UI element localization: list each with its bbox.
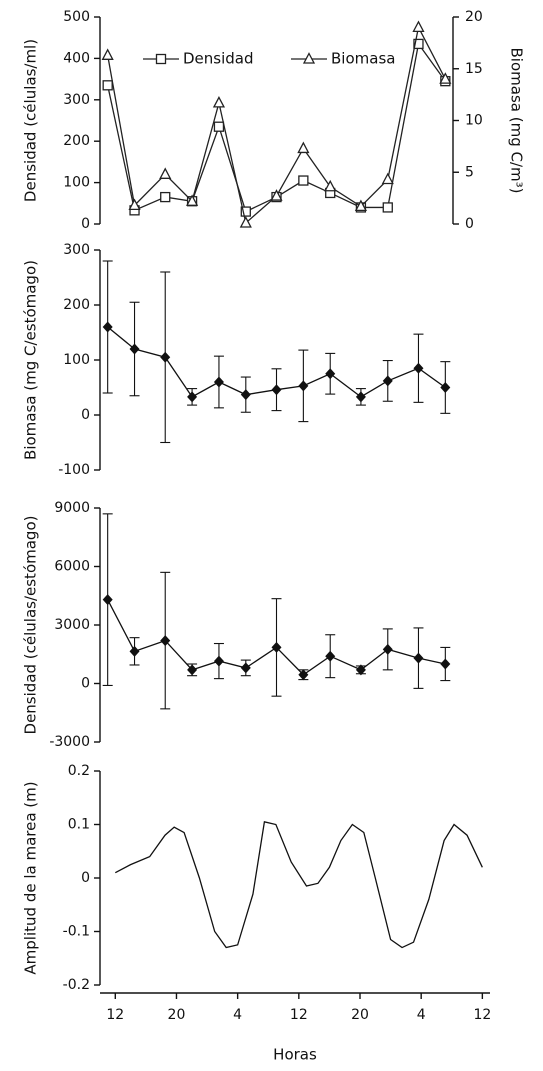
marker (381, 172, 394, 185)
y-tick-label: 200 (63, 133, 90, 149)
y-tick-label: 100 (63, 175, 90, 191)
marker (102, 594, 113, 606)
y2-tick-label: 5 (465, 164, 474, 180)
y2-tick-label: 15 (465, 61, 483, 77)
y-tick-label: 400 (63, 50, 90, 66)
marker (382, 643, 393, 655)
marker (239, 216, 252, 228)
marker (213, 655, 224, 667)
y-tick-label: 6000 (54, 559, 90, 575)
y-tick-label: -0.2 (63, 977, 90, 993)
series-line (114, 821, 483, 949)
marker (440, 658, 451, 670)
marker (412, 20, 425, 32)
marker (355, 391, 366, 403)
y-tick-label: 200 (63, 297, 90, 313)
marker (102, 321, 113, 333)
x-tick-label: 4 (233, 1007, 242, 1023)
marker (270, 189, 283, 201)
marker (212, 96, 226, 108)
marker (187, 391, 198, 403)
x-tick-label: 4 (417, 1007, 426, 1023)
y2-tick-label: 20 (465, 9, 483, 25)
y-axis-title: Biomasa (mg C/estómago) (22, 260, 40, 460)
marker (159, 167, 172, 179)
y-tick-label: -100 (58, 462, 90, 478)
marker (297, 141, 310, 154)
y-tick-label: 100 (63, 352, 90, 368)
y-tick-label: 9000 (54, 500, 90, 516)
marker (129, 343, 140, 355)
y-tick-label: 500 (63, 9, 90, 25)
y-tick-label: 0.2 (68, 763, 90, 779)
marker (298, 669, 309, 681)
y2-tick-label: 0 (465, 216, 474, 232)
marker (324, 179, 337, 192)
legend-label: Densidad (183, 50, 254, 68)
marker (325, 650, 336, 662)
marker (271, 384, 282, 396)
legend-marker (302, 52, 316, 64)
y-tick-label: 300 (63, 92, 90, 108)
marker (187, 664, 198, 676)
x-tick-label: 12 (290, 1007, 308, 1023)
y2-axis-title: Biomasa (mg C/m³) (508, 48, 526, 194)
marker (298, 175, 309, 186)
x-tick-label: 12 (106, 1007, 124, 1023)
marker (129, 645, 140, 657)
y-tick-label: 0 (81, 407, 90, 423)
marker (325, 368, 336, 380)
marker (298, 380, 309, 392)
marker (186, 194, 199, 206)
y-tick-label: 0.1 (68, 817, 90, 833)
y2-tick-label: 10 (465, 113, 483, 129)
y-axis-title: Densidad (células/ml) (22, 39, 40, 202)
marker (355, 664, 366, 676)
marker (240, 389, 251, 401)
x-axis-title: Horas (273, 1046, 317, 1064)
marker (213, 376, 224, 388)
y-axis-title: Densidad (células/estómago) (22, 516, 40, 735)
marker (160, 191, 171, 203)
marker (128, 198, 141, 211)
y-tick-label: -3000 (49, 734, 90, 750)
marker (354, 199, 367, 212)
series-line (107, 42, 446, 213)
marker (213, 121, 225, 132)
marker (271, 641, 282, 653)
x-tick-label: 20 (168, 1007, 186, 1023)
marker (440, 382, 451, 393)
marker (160, 351, 171, 363)
marker (413, 362, 424, 374)
x-tick-label: 12 (473, 1007, 491, 1023)
marker (160, 635, 171, 647)
legend-marker (155, 53, 167, 65)
y-tick-label: 3000 (54, 617, 90, 633)
y-axis-title: Amplitud de la marea (m) (22, 781, 40, 974)
marker (240, 662, 251, 674)
legend-label: Biomasa (331, 50, 395, 68)
y-tick-label: 0 (81, 870, 90, 886)
y-tick-label: -0.1 (63, 924, 90, 940)
marker (382, 375, 393, 387)
marker (382, 202, 393, 213)
y-tick-label: 0 (81, 216, 90, 232)
y-tick-label: 0 (81, 676, 90, 692)
marker (413, 652, 424, 664)
marker (413, 38, 424, 50)
marker (439, 72, 452, 84)
marker (102, 80, 113, 91)
x-tick-label: 20 (351, 1007, 369, 1023)
y-tick-label: 300 (63, 242, 90, 258)
marker (101, 48, 114, 60)
